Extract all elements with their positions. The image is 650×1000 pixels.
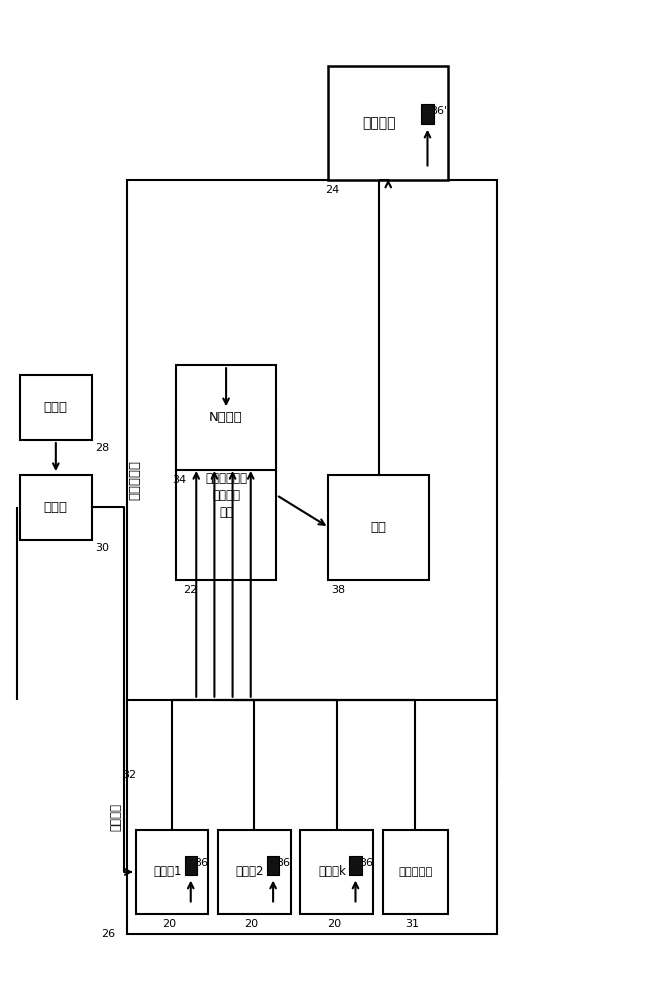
Text: 标量: 标量 bbox=[370, 521, 387, 534]
Bar bbox=[136, 830, 208, 914]
Bar bbox=[185, 856, 197, 875]
Bar bbox=[349, 856, 361, 875]
Bar bbox=[328, 66, 448, 180]
Bar bbox=[267, 856, 280, 875]
Text: 30: 30 bbox=[95, 543, 109, 553]
Bar bbox=[20, 475, 92, 540]
Bar bbox=[176, 365, 276, 470]
Text: 扫描器: 扫描器 bbox=[44, 401, 68, 414]
Text: 24: 24 bbox=[325, 185, 339, 195]
Text: 36: 36 bbox=[359, 858, 373, 868]
Text: 20: 20 bbox=[244, 919, 259, 929]
Bar bbox=[300, 830, 373, 914]
Bar bbox=[218, 830, 291, 914]
Text: 对比度2: 对比度2 bbox=[236, 865, 264, 878]
Text: 28: 28 bbox=[95, 443, 109, 453]
Text: 26: 26 bbox=[101, 929, 115, 939]
Text: 36: 36 bbox=[276, 858, 291, 868]
Text: 患者入组: 患者入组 bbox=[109, 803, 122, 831]
Text: 34: 34 bbox=[173, 475, 187, 485]
Text: 存储器: 存储器 bbox=[44, 501, 68, 514]
Text: 非图像输入: 非图像输入 bbox=[398, 867, 432, 877]
Text: 对比度1: 对比度1 bbox=[153, 865, 182, 878]
Text: 38: 38 bbox=[332, 585, 346, 595]
Text: 20: 20 bbox=[327, 919, 341, 929]
Text: （经训练的）
机器学习
算法: （经训练的） 机器学习 算法 bbox=[205, 472, 247, 519]
Text: 36': 36' bbox=[430, 106, 448, 116]
Text: 目标模态: 目标模态 bbox=[362, 116, 395, 130]
Bar bbox=[127, 180, 497, 780]
Bar bbox=[328, 475, 429, 580]
Bar bbox=[127, 700, 497, 934]
Text: 32: 32 bbox=[122, 770, 136, 780]
Bar bbox=[383, 830, 448, 914]
Text: 对比度k: 对比度k bbox=[318, 865, 346, 878]
Bar bbox=[20, 375, 92, 440]
Bar bbox=[176, 410, 276, 580]
Text: N维向量: N维向量 bbox=[209, 411, 243, 424]
Text: 36: 36 bbox=[194, 858, 208, 868]
Text: 22: 22 bbox=[183, 585, 198, 595]
Bar bbox=[421, 104, 434, 124]
Text: 变换处理器: 变换处理器 bbox=[129, 460, 142, 500]
Text: 31: 31 bbox=[406, 919, 419, 929]
Text: 20: 20 bbox=[162, 919, 176, 929]
